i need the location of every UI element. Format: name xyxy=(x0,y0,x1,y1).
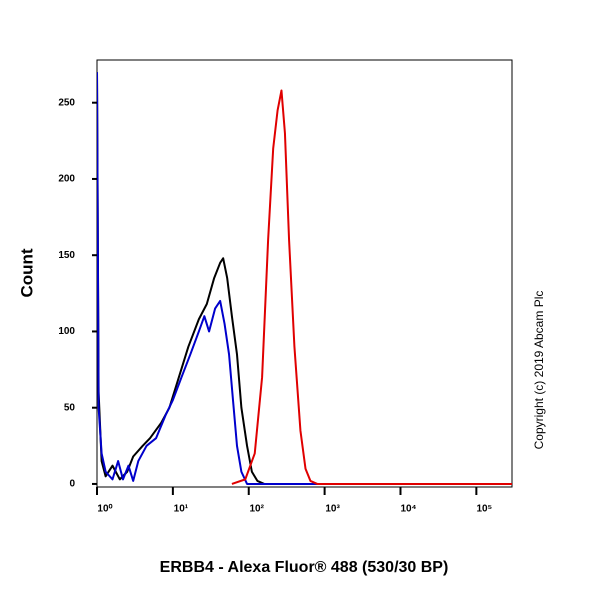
series-line xyxy=(97,72,512,485)
x-tick-label: 10⁴ xyxy=(400,504,416,515)
y-tick-label: 250 xyxy=(58,97,75,108)
x-tick-label: 10¹ xyxy=(174,504,189,515)
x-tick-label: 10² xyxy=(250,504,265,515)
y-axis-label: Count xyxy=(17,248,36,297)
y-tick-label: 200 xyxy=(58,174,75,185)
x-tick-label: 10³ xyxy=(325,504,340,515)
x-tick-label: 10⁵ xyxy=(476,504,492,515)
plot-frame xyxy=(96,59,513,488)
y-tick-label: 150 xyxy=(58,250,75,261)
y-tick-label: 50 xyxy=(64,402,76,413)
x-axis-label: ERBB4 - Alexa Fluor® 488 (530/30 BP) xyxy=(160,559,449,576)
series-line xyxy=(97,72,512,485)
copyright: Copyright (c) 2019 Abcam Plc xyxy=(532,291,546,450)
series-line xyxy=(231,89,512,485)
x-tick-label: 10⁰ xyxy=(97,504,112,515)
y-tick-label: 0 xyxy=(69,479,75,490)
y-tick-label: 100 xyxy=(58,326,75,337)
